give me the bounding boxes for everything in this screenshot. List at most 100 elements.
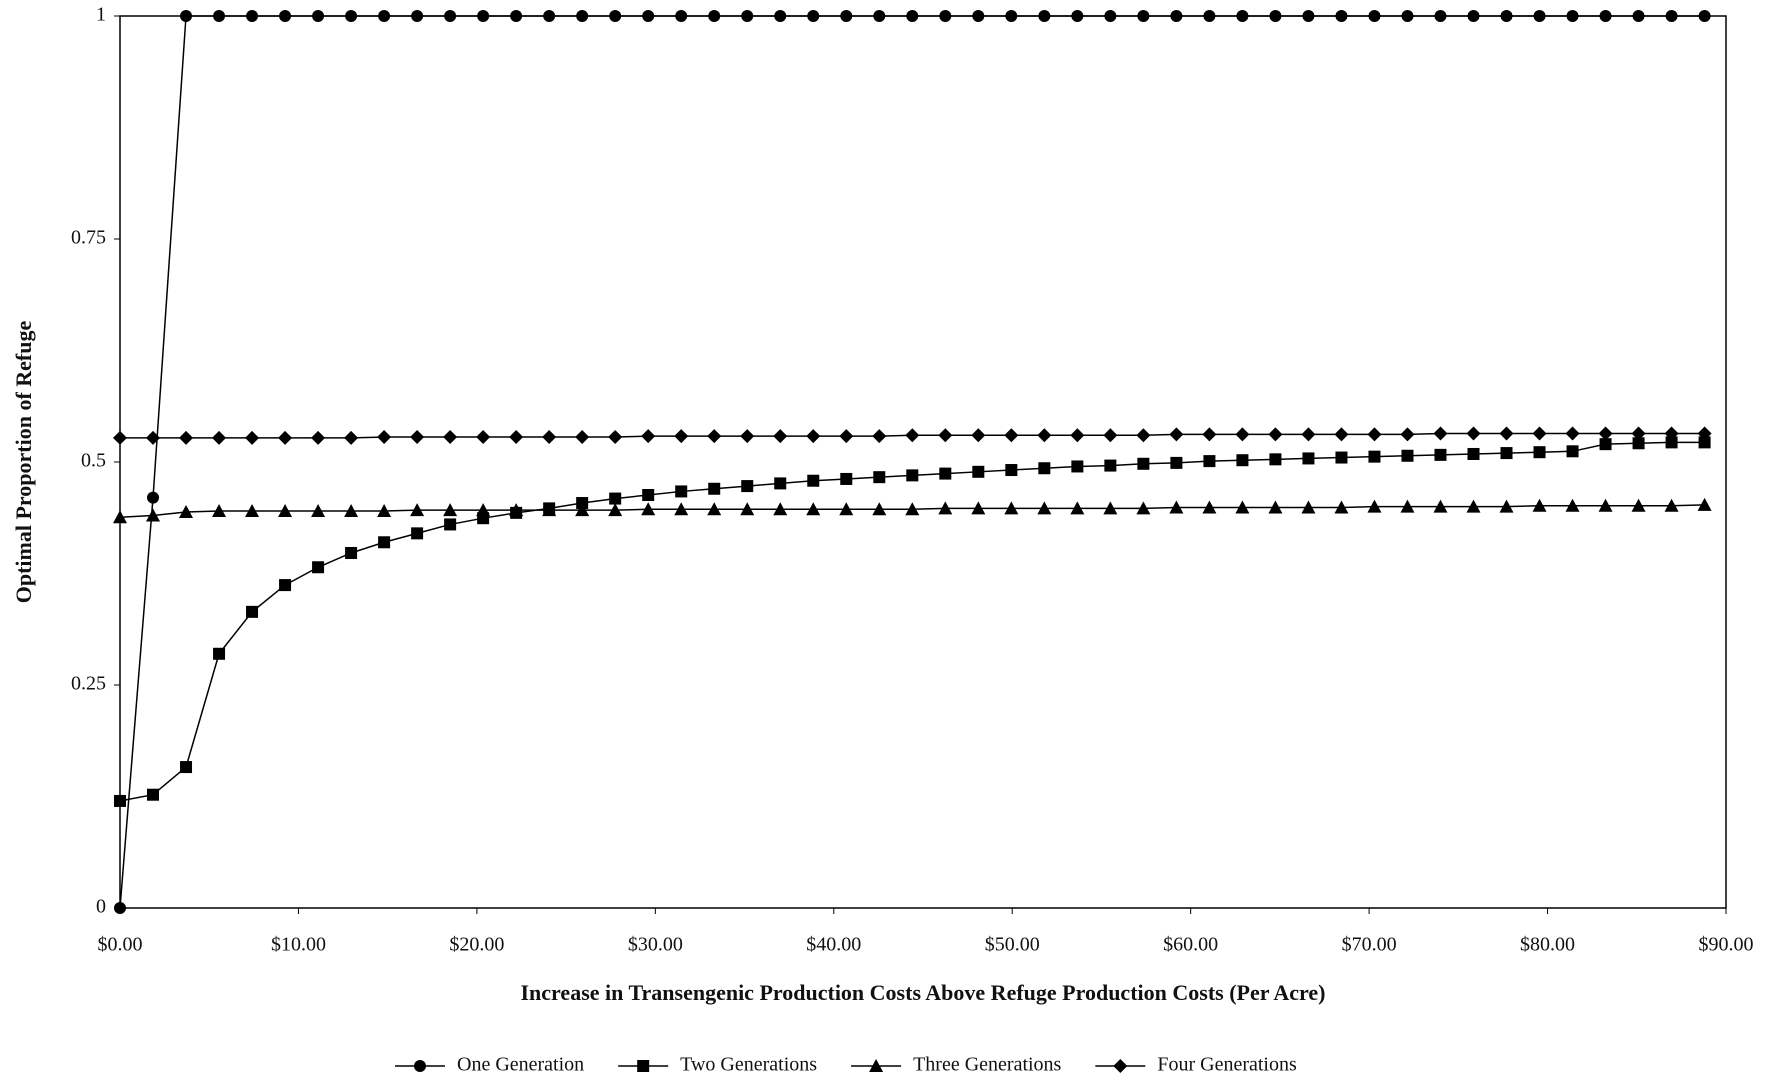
data-point: [1269, 453, 1282, 466]
data-point: [1038, 10, 1051, 22]
data-point: [575, 503, 590, 517]
data-point: [1631, 426, 1646, 441]
data-point: [773, 429, 788, 444]
x-tick-label: $20.00: [449, 934, 504, 956]
data-point: [1466, 499, 1481, 513]
data-point: [1302, 452, 1315, 465]
data-point: [311, 504, 326, 518]
data-point: [609, 492, 622, 505]
data-point: [873, 10, 886, 22]
data-point: [1467, 10, 1480, 22]
data-point: [971, 501, 986, 515]
data-point: [1235, 500, 1250, 514]
data-point: [674, 429, 689, 444]
data-point: [905, 428, 920, 443]
data-point: [476, 430, 491, 445]
data-point: [1202, 500, 1217, 514]
data-point: [1598, 498, 1613, 512]
x-tick-label: $80.00: [1520, 934, 1575, 956]
data-point: [213, 647, 226, 660]
data-point: [245, 504, 260, 518]
data-point: [1368, 10, 1381, 22]
x-tick-label: $70.00: [1342, 934, 1397, 956]
data-point: [1532, 426, 1547, 441]
data-point: [1500, 447, 1513, 460]
data-point: [410, 503, 425, 517]
data-point: [279, 579, 292, 592]
legend-label: Three Generations: [913, 1054, 1061, 1076]
data-point: [377, 504, 392, 518]
data-point: [1137, 457, 1150, 470]
data-point: [741, 480, 754, 493]
data-point: [1070, 501, 1085, 515]
data-point: [1566, 10, 1579, 22]
data-point: [213, 10, 226, 22]
y-axis-label: Optimal Proportion of Refuge: [11, 321, 36, 604]
data-point: [675, 485, 688, 498]
data-point: [1334, 427, 1349, 442]
x-axis-label: Increase in Transengenic Production Cost…: [521, 980, 1326, 1005]
data-point: [1169, 500, 1184, 514]
data-point: [1136, 428, 1151, 443]
data-point: [1632, 437, 1645, 450]
data-point: [1698, 10, 1711, 22]
data-point: [1565, 498, 1580, 512]
data-point: [741, 10, 754, 22]
y-tick-label: 1: [96, 4, 106, 26]
data-point: [1104, 459, 1117, 472]
data-point: [840, 472, 853, 485]
data-point: [114, 794, 126, 807]
data-point: [1202, 427, 1217, 442]
data-point: [708, 482, 721, 495]
legend-marker: [414, 1060, 426, 1072]
data-point: [444, 10, 457, 22]
data-point: [1434, 10, 1447, 22]
legend-label: One Generation: [457, 1054, 584, 1076]
data-point: [608, 503, 623, 517]
data-point: [839, 502, 854, 516]
data-point: [179, 430, 194, 445]
data-point: [872, 429, 887, 444]
data-point: [1103, 501, 1118, 515]
data-point: [641, 429, 656, 444]
data-point: [1103, 428, 1118, 443]
data-point: [1203, 10, 1216, 22]
data-point: [542, 430, 557, 445]
data-point: [938, 428, 953, 443]
data-point: [740, 502, 755, 516]
data-point: [1433, 426, 1448, 441]
data-point: [246, 10, 259, 22]
data-point: [707, 502, 722, 516]
data-point: [774, 477, 787, 490]
x-tick-label: $40.00: [806, 934, 861, 956]
data-point: [1499, 499, 1514, 513]
data-point: [1566, 445, 1579, 458]
data-point: [1169, 427, 1184, 442]
data-point: [972, 10, 985, 22]
data-point: [443, 503, 458, 517]
data-point: [113, 510, 127, 524]
data-point: [1664, 426, 1679, 441]
x-tick-label: $30.00: [628, 934, 683, 956]
data-point: [212, 430, 227, 445]
data-point: [872, 502, 887, 516]
data-point: [1137, 10, 1150, 22]
data-point: [873, 471, 886, 484]
data-point: [1301, 427, 1316, 442]
data-point: [675, 10, 688, 22]
data-point: [1499, 426, 1514, 441]
data-point: [1698, 436, 1711, 449]
data-point: [1367, 427, 1382, 442]
data-point: [1598, 426, 1613, 441]
data-point: [1565, 426, 1580, 441]
data-point: [1664, 498, 1679, 512]
y-tick-label: 0: [96, 896, 106, 918]
data-point: [774, 10, 787, 22]
data-point: [1334, 500, 1349, 514]
data-point: [147, 788, 160, 801]
data-point: [180, 761, 193, 774]
data-point: [1466, 426, 1481, 441]
x-tick-label: $60.00: [1163, 934, 1218, 956]
data-point: [1005, 464, 1018, 477]
legend-marker: [869, 1059, 884, 1072]
